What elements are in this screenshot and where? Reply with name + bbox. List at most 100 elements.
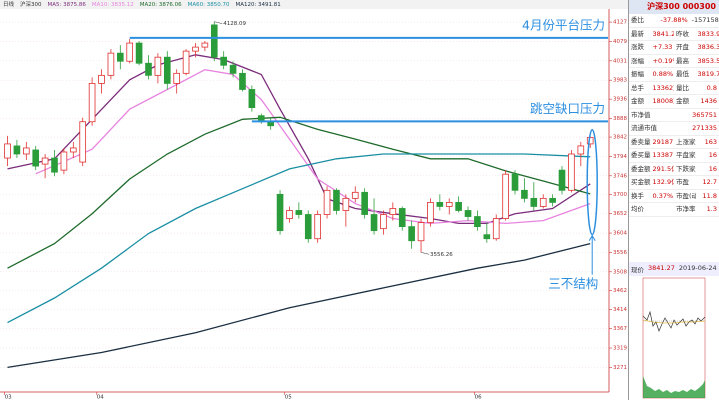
candle-body (277, 194, 283, 230)
candle-body (296, 210, 302, 214)
candle-body (475, 217, 481, 227)
quote-row: 换手0.37%市盈(动)11.8 (629, 190, 719, 204)
candle-body (211, 25, 217, 57)
x-tick-label: 04 (97, 395, 104, 401)
quote-cell: 132.9亿 (651, 176, 675, 189)
quote-cell: -1571589 (690, 14, 719, 27)
candle-body (117, 53, 123, 61)
resistance-label: 跳空缺口压力 (530, 101, 605, 116)
quote-cell: 振幅 (629, 68, 651, 81)
candle-body (249, 89, 255, 107)
quote-cell: 金额 (629, 95, 651, 108)
candle-body (193, 47, 199, 51)
candle-body (381, 215, 387, 229)
mini-plot (629, 276, 719, 401)
quote-cell: 0.37% (651, 190, 675, 203)
candle-body (287, 210, 293, 218)
top-bar-item: MA120: 3491.81 (235, 2, 280, 8)
candle-body (5, 144, 11, 158)
y-tick-label: 3652 (613, 211, 627, 217)
quote-row: 总手13362万量比0.8 (629, 82, 719, 96)
quote-cell: 365751 (673, 109, 719, 122)
quote-cell: 下跌家数 (674, 163, 696, 176)
candle-body (23, 148, 29, 154)
y-tick-label: 3271 (613, 365, 627, 371)
quote-cell: 市盈 (674, 176, 696, 189)
quote-row: 金额18008万金额1436 (629, 95, 719, 109)
candle-body (334, 190, 340, 210)
candle-body (108, 53, 114, 75)
quote-cell: 3841.27 (651, 28, 675, 41)
quote-cell: 委金额 (629, 163, 651, 176)
candle-body (70, 148, 76, 152)
extreme-label: 4128.09 (223, 21, 246, 27)
mini-chart: 现价 3841.27 2019-06-24 (629, 262, 719, 400)
top-bar-item: MA10: 3835.12 (92, 2, 134, 8)
candle-body (362, 192, 368, 214)
candle-body (202, 43, 208, 47)
candle-body (33, 150, 39, 166)
candle-body (343, 198, 349, 210)
candle-body (352, 192, 358, 198)
candle-body (146, 63, 152, 75)
quote-row: 委买量13387平盘家数16 (629, 149, 719, 163)
y-tick-label: 3367 (613, 326, 627, 332)
quote-cell: 3836.3 (696, 41, 719, 54)
quote-cell: 3833.9 (696, 28, 719, 41)
quote-row: 委比-37.88%-1571589 (629, 14, 719, 28)
x-tick-label: 03 (5, 395, 12, 401)
quote-cell: 29187 (651, 136, 675, 149)
quote-cell: -37.88% (658, 14, 689, 27)
quote-cell: 最低 (674, 68, 696, 81)
candle-body (531, 198, 537, 206)
candle-body (14, 146, 20, 154)
quote-cell: 市净率 (674, 203, 696, 216)
quote-cell: 12.7 (696, 176, 719, 189)
candle-body (268, 122, 274, 126)
quote-cell: 最高 (674, 55, 696, 68)
candle-body (540, 198, 546, 206)
quote-cell: 换手 (629, 190, 651, 203)
quote-cell: 委买量 (629, 149, 651, 162)
quote-cell: 13387 (651, 149, 675, 162)
candle-body (550, 198, 556, 202)
quote-cell: 18008万 (651, 95, 675, 108)
candle-body (428, 202, 434, 222)
y-tick-label: 3936 (613, 97, 627, 103)
y-tick-label: 3319 (613, 346, 627, 352)
extreme-label: 3556.26 (430, 252, 453, 258)
y-tick-label: 3983 (613, 78, 627, 84)
candle-body (305, 215, 311, 239)
y-tick-label: 3842 (613, 135, 627, 141)
y-tick-label: 4127 (613, 20, 627, 26)
y-tick-label: 3604 (613, 231, 627, 237)
quote-cell: 市盈(动) (674, 190, 696, 203)
quote-cell: 1.3 (696, 203, 719, 216)
top-bar-item: 沪深300 (20, 0, 42, 8)
quote-cell: +7.33 (651, 41, 675, 54)
candle-body (183, 51, 189, 73)
candle-body (493, 219, 499, 239)
quote-cell: 3819.7 (696, 68, 719, 81)
mini-date: 2019-06-24 (679, 264, 717, 274)
quote-cell: 16 (696, 163, 719, 176)
y-tick-label: 3888 (613, 116, 627, 122)
candle-body (559, 170, 565, 190)
candle-body (221, 57, 227, 65)
candle-body (315, 215, 321, 239)
quote-cell: 市净值 (629, 109, 673, 122)
quote-cell: 委卖量 (629, 136, 651, 149)
callout-label: 三不结构 (548, 276, 598, 291)
quote-cell: 流通市值 (629, 122, 673, 135)
candle-body (456, 202, 462, 210)
panel-header: 沪深300 000300 (629, 0, 719, 14)
mini-label: 现价 (631, 264, 644, 274)
mini-frame (643, 278, 705, 398)
quote-cell: 量比 (674, 82, 696, 95)
